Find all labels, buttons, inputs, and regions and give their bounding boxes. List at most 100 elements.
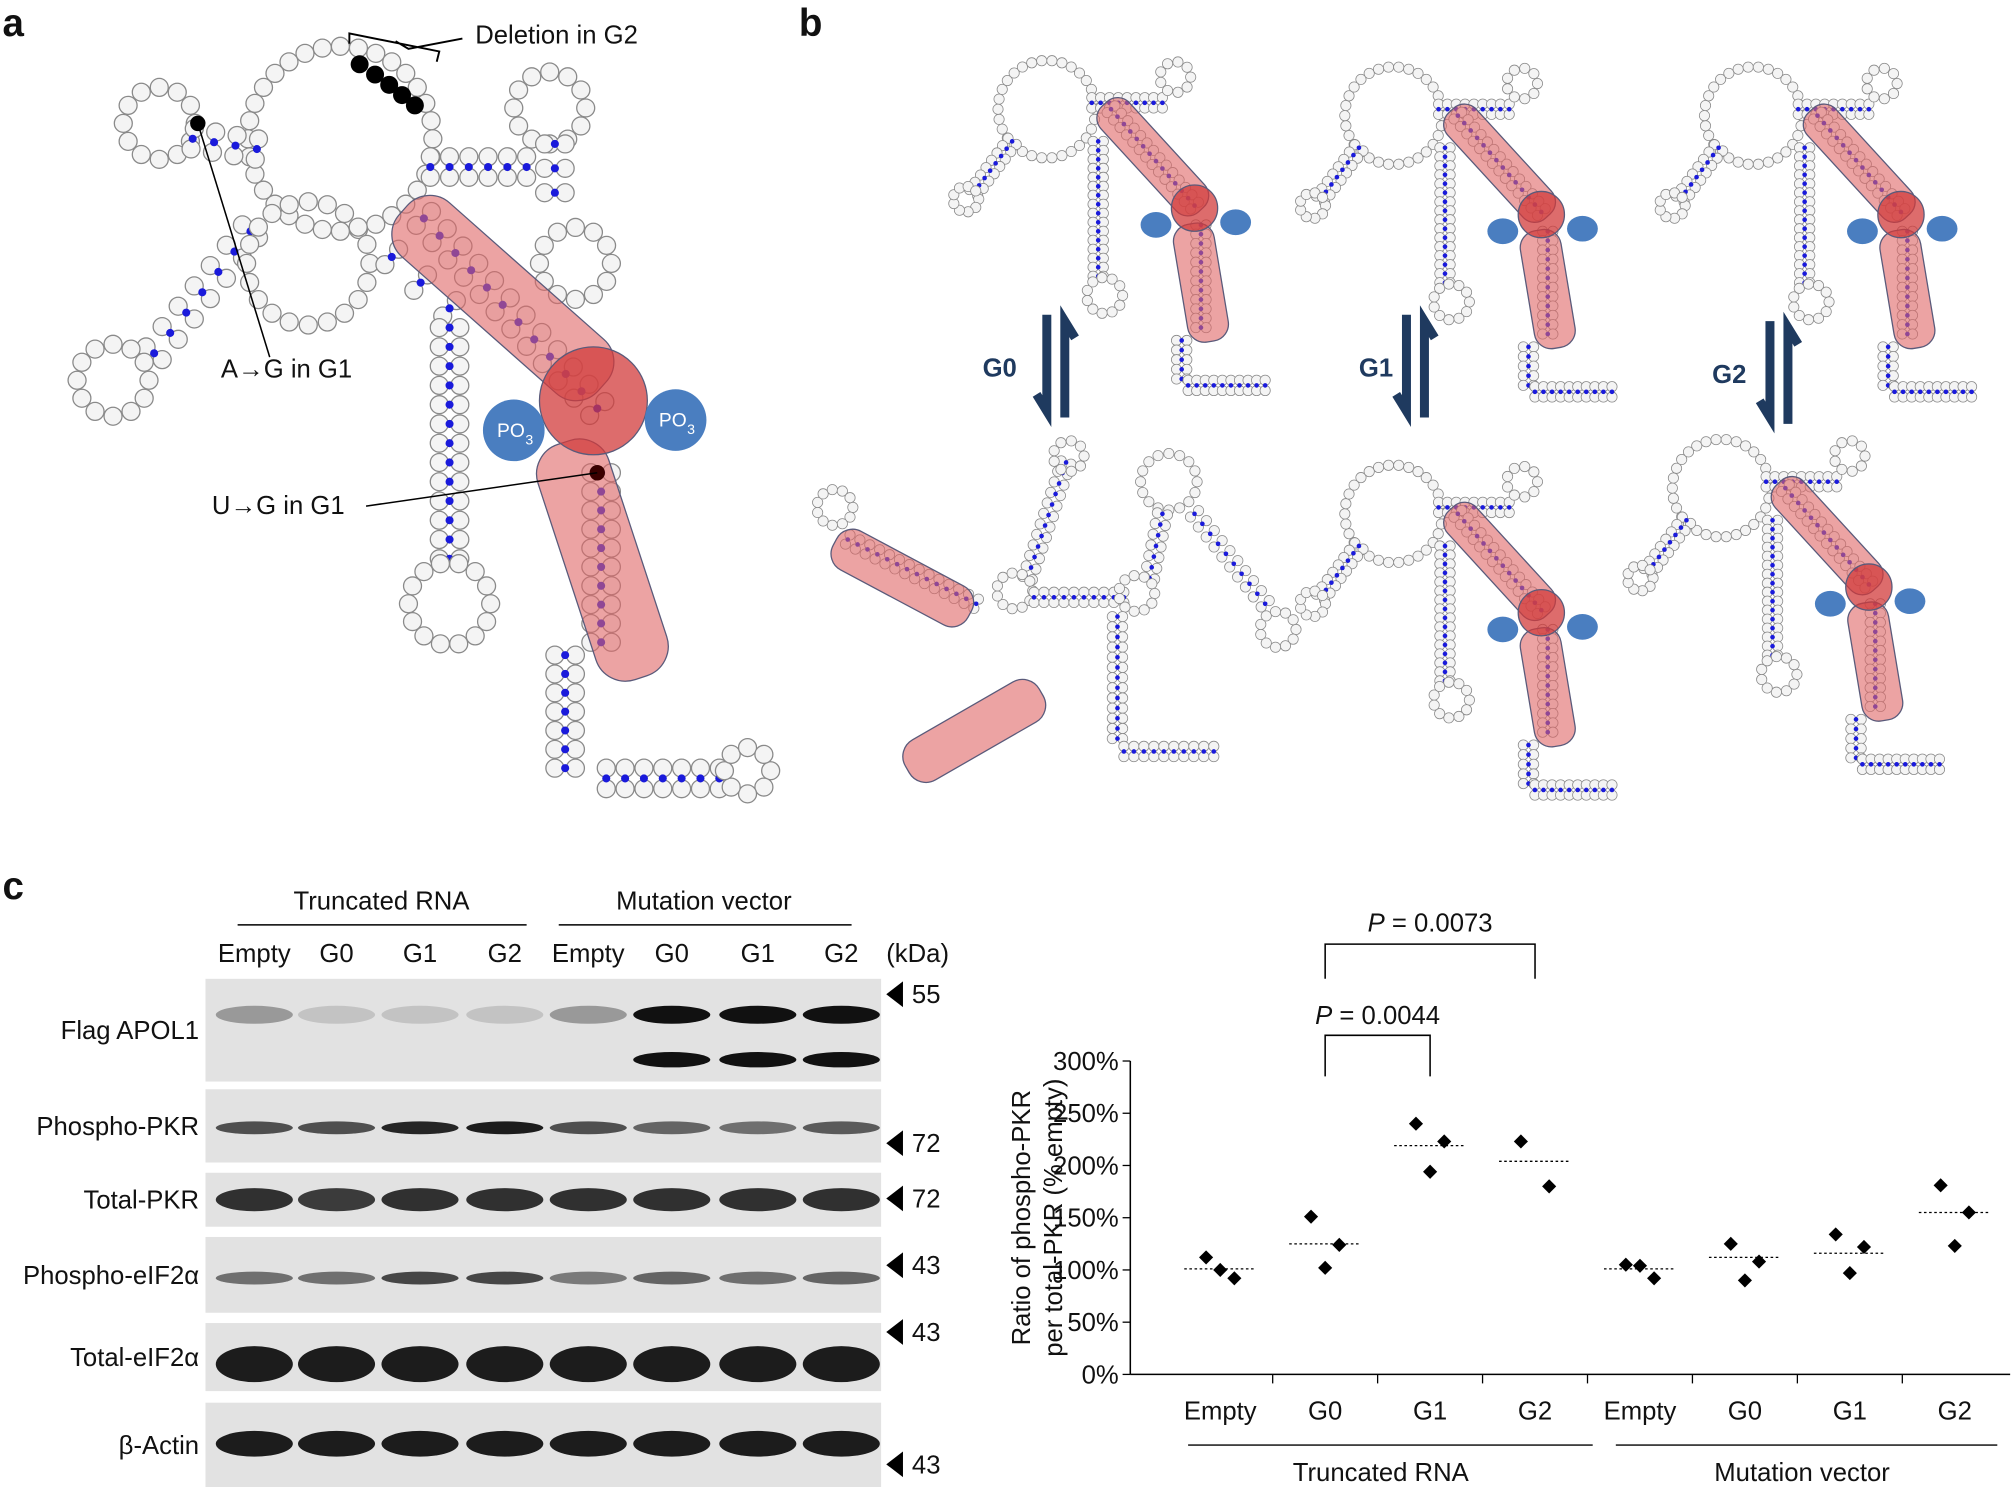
nucleotide [1829,455,1841,467]
nucleotide [1163,447,1175,459]
lane-label: G2 [824,940,858,968]
x-tick-label: G0 [1728,1397,1762,1425]
nucleotide [1528,87,1540,99]
base-pair [1095,237,1101,243]
phosphate [1567,614,1598,640]
nucleotide [1162,58,1174,70]
protein-overlap [1845,563,1893,611]
nucleotide [1502,470,1514,482]
nucleotide [1006,567,1018,579]
rna-structure [1654,61,1978,403]
nucleotide [1393,158,1405,170]
base-pair [1121,749,1127,754]
blot-band [719,1121,797,1135]
base-pair [1816,479,1822,485]
base-pair [561,726,570,735]
blot-band [381,1005,459,1024]
base-pair [1763,479,1769,485]
base-pair [1053,491,1058,497]
base-pair [1442,624,1448,630]
nucleotide [1117,289,1129,302]
base-pair [1009,139,1015,144]
base-pair [1894,761,1899,767]
base-pair [522,162,531,172]
base-pair [445,342,454,351]
nucleotide [529,253,550,274]
y-tick-label: 0% [1082,1361,1119,1389]
base-pair [1609,787,1615,793]
x-tick-label: Empty [1184,1397,1257,1425]
base-pair [1329,580,1334,585]
blot-band [215,1346,293,1383]
blot-band [215,1271,293,1285]
nucleotide [970,185,982,197]
base-pair [1141,749,1147,754]
nucleotide [1081,295,1093,307]
nucleotide [1770,686,1782,698]
nucleotide [1428,699,1440,711]
blot-band [719,1346,797,1383]
nucleotide [1317,191,1329,203]
base-pair [1340,167,1345,173]
base-pair [445,381,454,390]
blot-band [381,1430,459,1457]
protein-region [1519,228,1576,350]
base-pair [1340,565,1345,571]
base-pair [1770,616,1775,622]
base-pair [1095,192,1101,198]
nucleotide [1715,73,1727,85]
nucleotide [1373,461,1385,473]
base-pair [1716,145,1721,151]
base-pair [1115,665,1120,670]
base-pair [1541,787,1546,793]
nucleotide [149,149,169,169]
nucleotide [1698,110,1710,122]
base-pair [1802,181,1807,187]
base-pair [1442,235,1448,241]
p-value: P = 0.0073 [1368,909,1493,937]
nucleotide [601,253,622,274]
base-pair [1694,174,1699,180]
base-pair [1207,531,1213,537]
nucleotide [737,737,758,758]
nucleotide [103,406,123,426]
leader [197,123,271,358]
nucleotide [430,554,451,574]
nucleotide [298,192,318,212]
base-pair [1442,588,1448,594]
base-pair [1498,106,1503,112]
nucleotide [714,761,735,781]
nucleotide [1085,123,1097,135]
nucleotide [1074,460,1086,472]
nucleotide [298,315,318,335]
base-pair [1115,634,1120,640]
nucleotide [1174,450,1186,462]
base-pair [1442,208,1448,214]
annotation: U→G in G1 [212,492,345,520]
nucleotide [1756,663,1768,675]
base-pair [1171,749,1177,754]
base-pair [1802,190,1807,196]
data-point [1751,1254,1767,1269]
blot-band [297,1188,376,1212]
base-pair [1825,479,1831,485]
data-point [1423,1164,1438,1179]
blot-band [466,1346,544,1383]
base-pair [1115,675,1120,680]
base-pair [1928,761,1934,767]
base-pair [1095,255,1101,261]
rna-structure [812,435,1302,784]
base-pair [1969,389,1974,395]
base-pair [1049,502,1055,507]
nucleotide [1708,81,1720,93]
base-pair [1334,174,1340,180]
y-axis-label: per total-PKR (% empty) [1040,1079,1068,1357]
nucleotide [1846,465,1858,477]
nucleotide [1026,150,1038,162]
base-pair [1149,565,1155,570]
nucleotide [1699,120,1712,132]
rna-structure [948,55,1271,397]
nucleotide [1820,286,1832,298]
nucleotide [421,111,441,131]
nucleotide [997,598,1009,611]
